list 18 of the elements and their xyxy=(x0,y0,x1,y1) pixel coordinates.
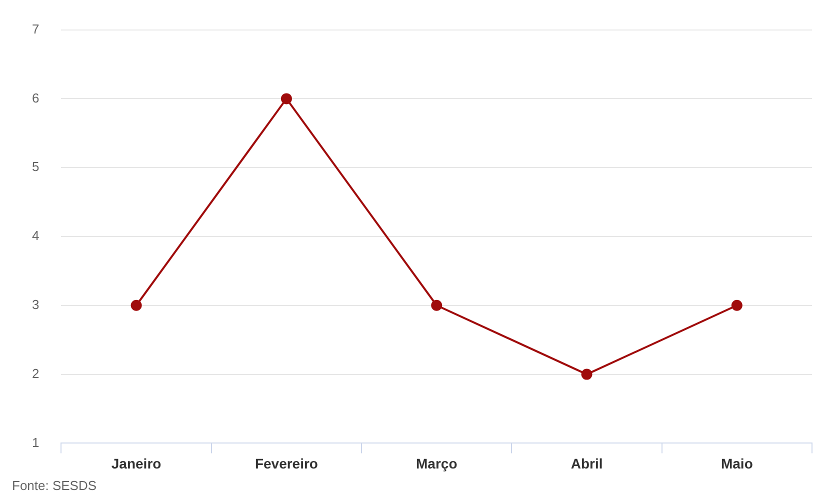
y-tick-label: 4 xyxy=(32,228,40,244)
point xyxy=(581,368,592,380)
x-tick-label: Maio xyxy=(720,455,753,472)
y-tick-label: 3 xyxy=(32,296,40,312)
x-tick-label: Fevereiro xyxy=(254,455,318,472)
source-note: Fonte: SESDS xyxy=(12,478,97,493)
x-tick-label: Março xyxy=(416,455,458,472)
point xyxy=(280,93,292,104)
point xyxy=(130,300,142,311)
x-tick-label: Janeiro xyxy=(111,455,162,472)
y-tick-label: 6 xyxy=(32,90,40,106)
y-tick-label: 5 xyxy=(32,159,40,174)
y-tick-label: 7 xyxy=(32,21,40,36)
x-tick-label: Abril xyxy=(570,455,603,472)
y-tick-label: 1 xyxy=(32,434,40,450)
point xyxy=(431,300,442,311)
point xyxy=(731,300,742,311)
y-tick-label: 2 xyxy=(32,366,40,381)
